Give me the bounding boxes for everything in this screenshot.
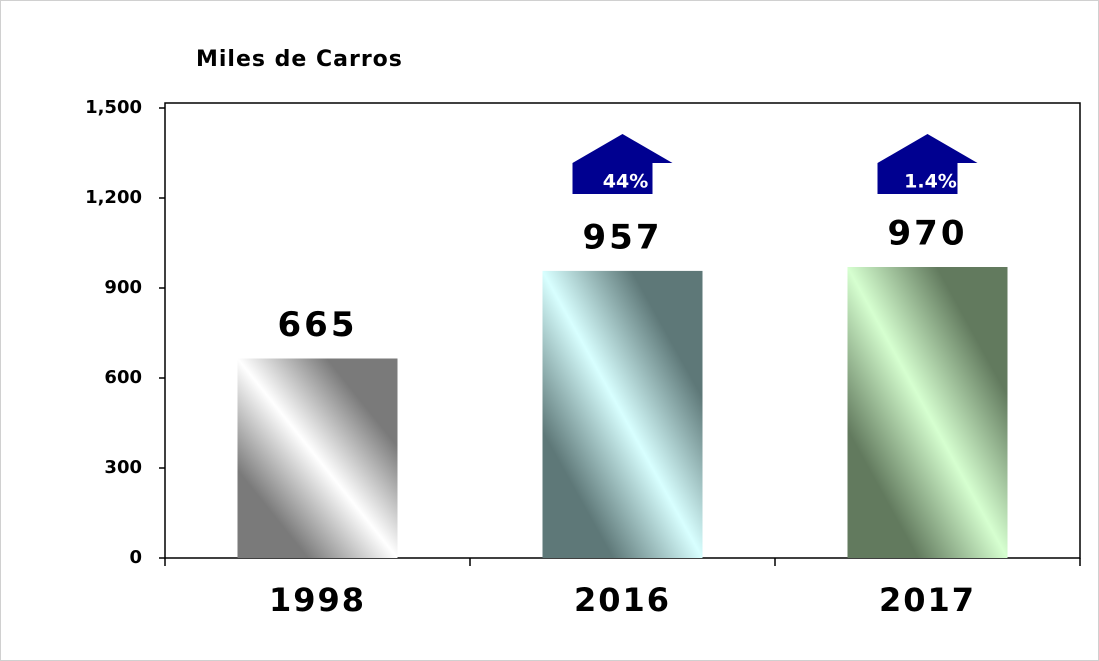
annotation-arrow [877,134,978,194]
y-tick-label: 1,500 [85,97,142,118]
x-tick-label: 1998 [269,581,366,619]
y-tick-label: 900 [104,277,142,298]
y-tick-label: 0 [129,547,142,568]
data-label: 957 [583,217,663,257]
bar [542,270,703,558]
axis-title: Miles de Carros [196,47,403,72]
y-tick-label: 300 [104,457,142,478]
annotation-label: 1.4% [904,171,957,193]
annotation-arrow [572,134,673,194]
bar [847,267,1008,558]
data-label: 665 [278,305,358,345]
y-tick-label: 1,200 [85,187,142,208]
bar [237,358,398,558]
data-label: 970 [888,214,968,254]
annotation-label: 44% [603,171,648,193]
x-tick-label: 2017 [879,581,976,619]
x-tick-label: 2016 [574,581,671,619]
y-tick-label: 600 [104,367,142,388]
